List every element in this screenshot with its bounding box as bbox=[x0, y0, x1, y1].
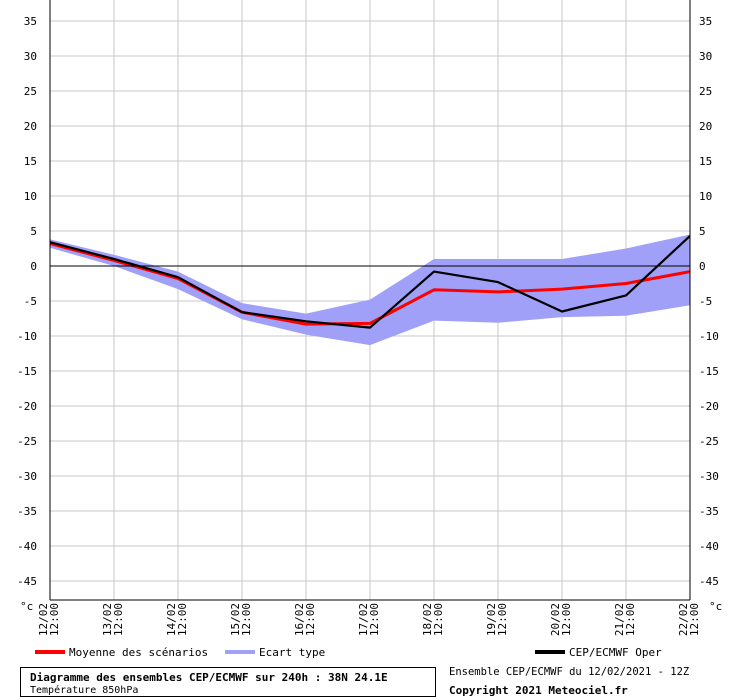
run-info: Ensemble CEP/ECMWF du 12/02/2021 - 12Z bbox=[449, 666, 690, 678]
y-tick-label-left: 30 bbox=[24, 50, 37, 63]
chart-title-box: Diagramme des ensembles CEP/ECMWF sur 24… bbox=[20, 667, 436, 697]
x-tick-date: 18/02 bbox=[421, 603, 434, 636]
y-tick-label-left: -40 bbox=[17, 540, 37, 553]
y-tick-label-left: -15 bbox=[17, 365, 37, 378]
y-tick-label-left: -25 bbox=[17, 435, 37, 448]
y-tick-label-right: -25 bbox=[699, 435, 719, 448]
x-tick-hour: 12:00 bbox=[432, 603, 445, 636]
y-tick-label-left: 20 bbox=[24, 120, 37, 133]
x-tick-hour: 12:00 bbox=[240, 603, 253, 636]
copyright: Copyright 2021 Meteociel.fr bbox=[449, 684, 628, 697]
legend-swatch-mean bbox=[35, 650, 65, 654]
y-tick-label-left: -30 bbox=[17, 470, 37, 483]
y-tick-label-right: 5 bbox=[699, 225, 706, 238]
x-tick-hour: 12:00 bbox=[560, 603, 573, 636]
y-tick-label-right: -10 bbox=[699, 330, 719, 343]
y-tick-label-left: -10 bbox=[17, 330, 37, 343]
chart-subtitle: Température 850hPa bbox=[30, 685, 139, 696]
legend-label-mean: Moyenne des scénarios bbox=[69, 646, 208, 659]
x-tick-date: 16/02 bbox=[293, 603, 306, 636]
y-tick-label-right: -30 bbox=[699, 470, 719, 483]
x-tick-date: 17/02 bbox=[357, 603, 370, 636]
y-tick-label-right: -35 bbox=[699, 505, 719, 518]
y-unit-left: °c bbox=[20, 600, 33, 613]
y-tick-label-right: 20 bbox=[699, 120, 712, 133]
y-tick-label-right: 10 bbox=[699, 190, 712, 203]
series-layer bbox=[49, 235, 691, 329]
y-tick-label-right: -40 bbox=[699, 540, 719, 553]
x-tick-date: 20/02 bbox=[549, 603, 562, 636]
y-tick-label-left: 35 bbox=[24, 15, 37, 28]
legend-swatch-oper bbox=[535, 650, 565, 654]
x-tick-date: 22/02 bbox=[677, 603, 690, 636]
y-tick-label-left: 15 bbox=[24, 155, 37, 168]
x-tick-hour: 12:00 bbox=[688, 603, 701, 636]
legend-swatch-band bbox=[225, 650, 255, 654]
x-tick-date: 14/02 bbox=[165, 603, 178, 636]
legend: Moyenne des scénarios Ecart type CEP/ECM… bbox=[35, 646, 662, 659]
y-tick-label-right: 25 bbox=[699, 85, 712, 98]
x-tick-date: 12/02 bbox=[37, 603, 50, 636]
y-tick-label-right: -5 bbox=[699, 295, 712, 308]
y-tick-label-left: -35 bbox=[17, 505, 37, 518]
x-tick-date: 21/02 bbox=[613, 603, 626, 636]
axes bbox=[49, 0, 691, 601]
y-tick-label-left: -20 bbox=[17, 400, 37, 413]
tick-labels: 35 35 30 30 25 25 20 20 15 15 10 10 5 5 0 0 -5 -5 -10 -10 -1… bbox=[17, 15, 722, 636]
y-unit-right: °c bbox=[709, 600, 722, 613]
chart-title: Diagramme des ensembles CEP/ECMWF sur 24… bbox=[30, 671, 388, 684]
x-tick-hour: 12:00 bbox=[624, 603, 637, 636]
mean-series-line bbox=[49, 242, 691, 326]
x-tick-hour: 12:00 bbox=[304, 603, 317, 636]
y-tick-label-left: -45 bbox=[17, 575, 37, 588]
y-tick-label-left: 5 bbox=[30, 225, 37, 238]
x-tick-hour: 12:00 bbox=[496, 603, 509, 636]
y-tick-label-left: 0 bbox=[30, 260, 37, 273]
x-tick-hour: 12:00 bbox=[48, 603, 61, 636]
legend-label-band: Ecart type bbox=[259, 646, 325, 659]
oper-series-line bbox=[49, 235, 691, 329]
x-tick-date: 19/02 bbox=[485, 603, 498, 636]
y-tick-label-right: 15 bbox=[699, 155, 712, 168]
y-tick-label-right: -20 bbox=[699, 400, 719, 413]
y-tick-label-right: -15 bbox=[699, 365, 719, 378]
y-tick-label-left: 25 bbox=[24, 85, 37, 98]
x-tick-hour: 12:00 bbox=[176, 603, 189, 636]
y-tick-label-right: 35 bbox=[699, 15, 712, 28]
x-tick-hour: 12:00 bbox=[112, 603, 125, 636]
x-tick-hour: 12:00 bbox=[368, 603, 381, 636]
y-tick-label-left: -5 bbox=[24, 295, 37, 308]
y-tick-label-right: 30 bbox=[699, 50, 712, 63]
y-tick-label-left: 10 bbox=[24, 190, 37, 203]
y-tick-label-right: -45 bbox=[699, 575, 719, 588]
x-tick-date: 15/02 bbox=[229, 603, 242, 636]
std-dev-band-layer bbox=[50, 234, 690, 346]
std-dev-band bbox=[50, 234, 690, 346]
legend-label-oper: CEP/ECMWF Oper bbox=[569, 646, 662, 659]
x-tick-date: 13/02 bbox=[101, 603, 114, 636]
y-tick-label-right: 0 bbox=[699, 260, 706, 273]
